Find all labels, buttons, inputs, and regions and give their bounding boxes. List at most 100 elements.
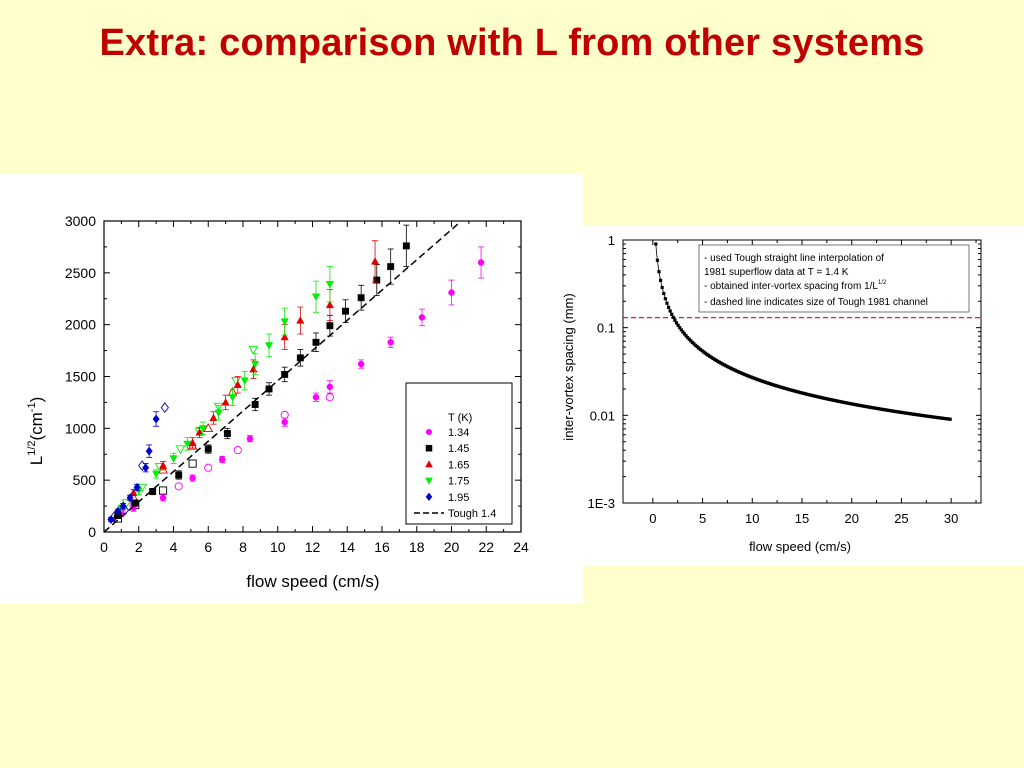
- open-point: [138, 460, 147, 472]
- curve-point: [657, 270, 661, 274]
- data-point: [221, 398, 230, 406]
- legend-label: 1.65: [448, 459, 469, 471]
- data-point: [240, 377, 249, 386]
- open-point: [175, 445, 186, 455]
- data-point: [159, 494, 167, 502]
- right-chart-panel: 0 5 10 15 20 25 30 1 0.1 0.01 1E-3 - used Tough st…: [561, 225, 1024, 566]
- y-axis-label-end: ): [27, 397, 46, 403]
- x-tick-label: 12: [305, 539, 321, 555]
- y-tick-label: 2500: [65, 265, 96, 281]
- annotation-line-2: 1981 superflow data at T = 1.4 K: [704, 267, 849, 278]
- data-point: [218, 456, 226, 463]
- data-point: [357, 360, 365, 368]
- open-point: [325, 393, 334, 402]
- y-tick-label: 1500: [65, 369, 96, 385]
- curve-point: [674, 321, 679, 325]
- data-point: [145, 446, 153, 456]
- curve-point: [687, 337, 691, 341]
- y-tick-label: 0: [88, 524, 96, 540]
- annotation-line-3-text: - obtained inter-vortex spacing from 1/L: [704, 281, 878, 292]
- curve-point: [676, 323, 680, 327]
- curve-point: [663, 297, 667, 301]
- legend-marker: [425, 492, 433, 502]
- spacing-curve: [654, 242, 952, 421]
- data-point: [448, 289, 455, 296]
- x-tick-label: 6: [204, 539, 212, 555]
- fit-line: [103, 221, 461, 533]
- data-point: [280, 332, 289, 341]
- x-tick-label: 24: [513, 539, 529, 555]
- legend-marker: [425, 477, 433, 485]
- y-axis-label: inter-vortex spacing (mm): [561, 293, 576, 440]
- data-point: [246, 435, 254, 442]
- x-tick-label: 10: [270, 539, 286, 555]
- data-point: [152, 414, 160, 424]
- fit-line-segment: [103, 221, 461, 533]
- data-point: [251, 401, 259, 408]
- data-point: [342, 307, 349, 315]
- curve-point: [679, 328, 683, 332]
- annotation-border: [698, 244, 970, 313]
- data-point: [418, 314, 426, 321]
- data-point: [387, 339, 394, 346]
- data-point: [228, 394, 237, 402]
- data-point: [265, 385, 273, 393]
- data-point: [142, 463, 150, 473]
- data-point: [209, 413, 218, 422]
- x-tick-label: 20: [444, 539, 460, 555]
- x-tick-label: 18: [409, 539, 425, 555]
- data-point: [223, 430, 231, 437]
- legend-marker: [425, 460, 433, 468]
- data-point: [325, 281, 334, 289]
- data-point: [325, 300, 334, 309]
- data-point: [281, 418, 288, 426]
- data-point: [373, 276, 381, 284]
- open-point: [188, 459, 197, 468]
- curve-point: [658, 278, 663, 282]
- annotation-line-1: - used Tough straight line interpolation…: [704, 253, 884, 264]
- data-series: [107, 224, 485, 525]
- x-tick-label: 15: [795, 511, 809, 526]
- x-tick-label: 25: [894, 511, 908, 526]
- data-point: [251, 360, 260, 369]
- data-point: [280, 318, 289, 326]
- axis-ticks: 0 5 10 15 20 25 30 1 0.1 0.01 1E-3: [588, 233, 981, 526]
- open-point: [248, 345, 259, 355]
- data-point: [175, 471, 183, 479]
- y-tick-label: 0.01: [590, 408, 615, 423]
- open-point: [204, 463, 213, 472]
- data-point: [357, 294, 365, 302]
- data-point: [133, 482, 141, 492]
- data-point: [311, 293, 321, 302]
- data-point: [233, 380, 242, 388]
- y-axis-label-sup2: -1: [26, 402, 38, 412]
- open-point: [213, 402, 224, 412]
- data-point: [114, 506, 122, 516]
- y-axis-label: L1/2(cm-1): [26, 397, 46, 466]
- data-point: [198, 425, 208, 433]
- data-point: [402, 242, 410, 250]
- data-point: [188, 438, 197, 446]
- open-point: [203, 423, 214, 433]
- x-tick-label: 10: [745, 511, 759, 526]
- curve-point: [654, 242, 658, 246]
- data-point: [264, 342, 274, 350]
- legend-title: T (K): [448, 412, 472, 424]
- open-point: [159, 486, 168, 495]
- y-tick-label: 500: [73, 472, 97, 488]
- curve-point: [666, 305, 671, 309]
- legend-label: Tough 1.4: [448, 508, 496, 520]
- slide-title: Extra: comparison with L from other syst…: [99, 22, 925, 64]
- x-tick-label: 14: [339, 539, 355, 555]
- data-point: [312, 338, 320, 346]
- x-tick-label: 0: [649, 511, 656, 526]
- open-point: [174, 482, 183, 491]
- x-tick-label: 5: [699, 511, 706, 526]
- data-point: [129, 488, 138, 496]
- data-point: [387, 263, 395, 271]
- curve-point: [673, 318, 677, 322]
- data-point: [477, 259, 485, 266]
- data-point: [326, 383, 334, 391]
- y-tick-label: 1E-3: [588, 496, 615, 511]
- y-axis-label-mid: (cm: [27, 412, 46, 440]
